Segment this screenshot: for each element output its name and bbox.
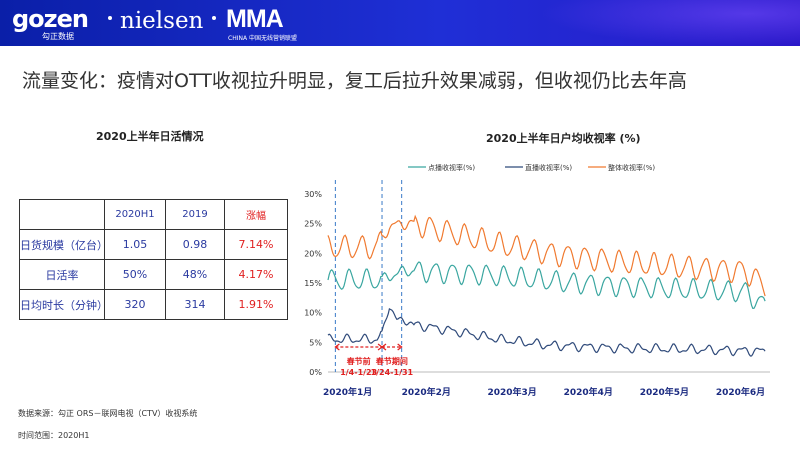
annotation-range: 1/24-1/31 xyxy=(371,368,414,377)
nielsen-logo: nielsen xyxy=(120,8,204,34)
legend-label: 整体收视率(%) xyxy=(608,163,655,172)
table-row: 日活率 50% 48% 4.17% xyxy=(19,259,288,290)
separator-dot xyxy=(108,16,112,20)
value-2019: 48% xyxy=(165,259,225,290)
y-tick-label: 25% xyxy=(304,220,322,229)
table-header-cell: 涨幅 xyxy=(224,199,288,230)
header-banner: gozen 勾正数据 nielsen MMA CHINA 中国无线营销联盟 xyxy=(0,0,800,46)
series-line xyxy=(327,214,766,297)
growth-value: 4.17% xyxy=(224,259,288,290)
x-tick-label: 2020年4月 xyxy=(564,386,613,398)
mma-logo-subtitle: CHINA 中国无线营销联盟 xyxy=(228,35,297,42)
value-2019: 0.98 xyxy=(165,229,225,260)
y-tick-label: 15% xyxy=(304,279,322,288)
value-2019: 314 xyxy=(165,289,225,320)
series-line xyxy=(327,261,766,310)
x-tick-label: 2020年1月 xyxy=(323,386,372,398)
growth-value: 1.91% xyxy=(224,289,288,320)
row-label: 日活率 xyxy=(19,259,105,290)
table-row: 日均时长（分钟） 320 314 1.91% xyxy=(19,289,288,320)
table-header-row: 2020H1 2019 涨幅 xyxy=(19,199,288,230)
row-label: 日均时长（分钟） xyxy=(19,289,108,320)
chart-title: 2020上半年日户均收视率 (%) xyxy=(486,132,641,145)
x-tick-label: 2020年5月 xyxy=(640,386,689,398)
annotation-label: 春节前 xyxy=(347,356,371,366)
y-tick-label: 0% xyxy=(309,368,322,377)
table-row: 日货规模（亿台） 1.05 0.98 7.14% xyxy=(19,229,288,260)
table-header-cell: 2019 xyxy=(165,199,225,230)
gozen-logo: gozen xyxy=(12,5,89,33)
annotation-label: 春节期间 xyxy=(376,356,408,366)
table-header-cell xyxy=(19,199,105,230)
x-tick-label: 2020年6月 xyxy=(716,386,765,398)
y-tick-label: 20% xyxy=(304,249,322,258)
y-tick-label: 10% xyxy=(304,309,322,318)
period-arrow-head xyxy=(334,343,340,351)
row-label: 日货规模（亿台） xyxy=(19,229,108,260)
value-2020: 50% xyxy=(104,259,166,290)
y-tick-label: 5% xyxy=(309,338,322,347)
table-title: 2020上半年日活情况 xyxy=(96,130,204,143)
mma-logo: MMA xyxy=(226,5,284,33)
data-source-note: 数据来源：勾正 ORS－联网电视（CTV）收视系统 xyxy=(18,409,198,418)
time-range-note: 时间范围：2020H1 xyxy=(18,431,90,440)
gozen-logo-subtitle: 勾正数据 xyxy=(42,32,74,41)
value-2020: 320 xyxy=(104,289,166,320)
period-arrow-head xyxy=(381,343,387,351)
table-header-cell: 2020H1 xyxy=(104,199,166,230)
annotation-range: 1/4-1/23 xyxy=(340,368,377,377)
period-arrow-head xyxy=(397,343,403,351)
legend-label: 点播收视率(%) xyxy=(428,163,475,172)
growth-value: 7.14% xyxy=(224,229,288,260)
separator-dot xyxy=(212,16,216,20)
x-tick-label: 2020年2月 xyxy=(402,386,451,398)
value-2020: 1.05 xyxy=(104,229,166,260)
y-tick-label: 30% xyxy=(304,190,322,199)
stats-table: 2020H1 2019 涨幅 日货规模（亿台） 1.05 0.98 7.14% … xyxy=(19,199,288,320)
legend-label: 直播收视率(%) xyxy=(525,163,572,172)
page-headline: 流量变化：疫情对OTT收视拉升明显，复工后拉升效果减弱，但收视仍比去年高 xyxy=(22,70,687,92)
header-glow xyxy=(540,0,800,46)
series-line xyxy=(327,308,766,357)
x-tick-label: 2020年3月 xyxy=(488,386,537,398)
line-chart: 0% 5% 10% 15% 20% 25% 30% 2020年1月 2020年2月 2020年3月… xyxy=(304,163,770,398)
